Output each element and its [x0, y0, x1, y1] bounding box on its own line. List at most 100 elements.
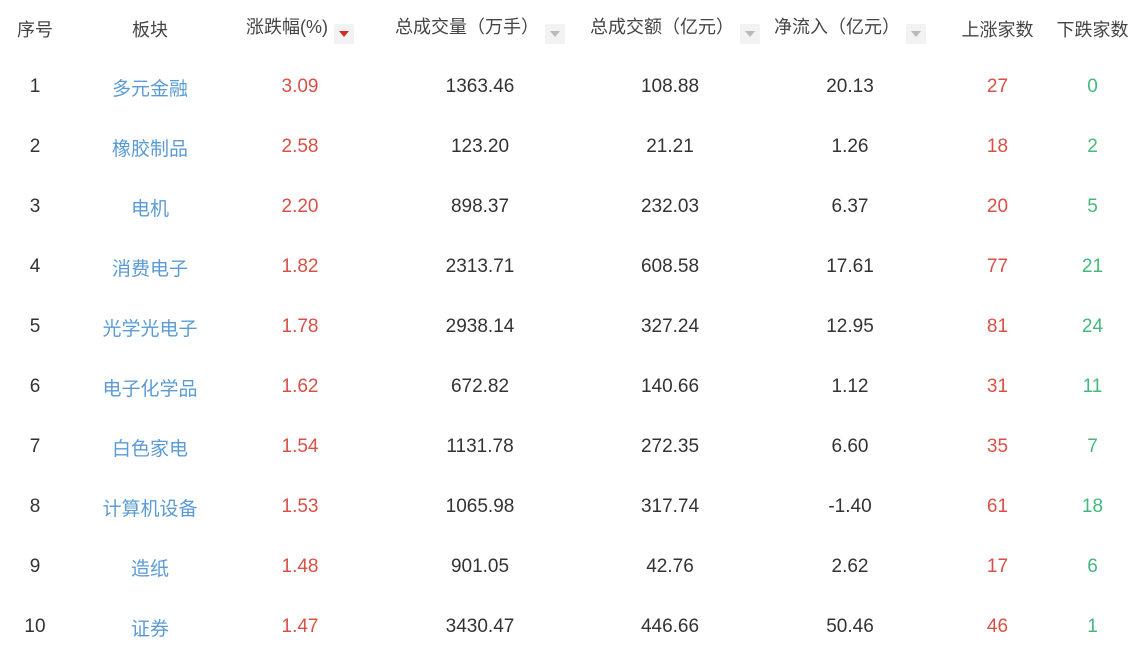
col-header-volume-label: 总成交量（万手） [395, 17, 539, 37]
table-row: 5 光学光电子 1.78 2938.14 327.24 12.95 81 24 [0, 297, 1140, 357]
sector-link-cell: 消费电子 [70, 237, 230, 297]
sector-link[interactable]: 证券 [130, 618, 169, 640]
row-index: 10 [24, 616, 46, 637]
rising-count: 18 [986, 136, 1009, 157]
sort-desc-icon[interactable] [545, 24, 565, 44]
total-volume: 901.05 [450, 556, 510, 577]
change-percent: 1.78 [281, 316, 319, 337]
col-header-up-label: 上涨家数 [961, 19, 1034, 40]
table-row: 4 消费电子 1.82 2313.71 608.58 17.61 77 21 [0, 237, 1140, 297]
sector-link-cell: 造纸 [70, 537, 230, 597]
row-index: 3 [29, 196, 41, 217]
change-percent: 2.20 [281, 196, 319, 217]
sector-link-cell: 橡胶制品 [70, 117, 230, 177]
sector-link-cell: 多元金融 [70, 57, 230, 117]
total-volume: 2938.14 [445, 316, 515, 337]
header-row: 序号 板块 涨跌幅(%) 总成交量（万手） 总成交额（亿元） 净流入（亿元） 上… [0, 0, 1140, 57]
row-index: 2 [29, 136, 41, 157]
table-row: 7 白色家电 1.54 1131.78 272.35 6.60 35 7 [0, 417, 1140, 477]
total-turnover: 108.88 [640, 76, 700, 97]
net-inflow: 6.60 [831, 436, 869, 457]
col-header-change: 涨跌幅(%) [230, 0, 370, 57]
total-turnover: 42.76 [646, 556, 694, 577]
col-header-change-label: 涨跌幅(%) [246, 17, 328, 37]
falling-count: 1 [1087, 616, 1098, 637]
sector-link[interactable]: 多元金融 [111, 78, 188, 100]
total-turnover: 232.03 [640, 196, 700, 217]
sector-link-cell: 证券 [70, 597, 230, 657]
net-inflow: 50.46 [826, 616, 874, 637]
rising-count: 81 [986, 316, 1009, 337]
net-inflow: 20.13 [826, 76, 874, 97]
col-header-sector-label: 板块 [132, 19, 168, 40]
total-volume: 1065.98 [445, 496, 515, 517]
sector-link[interactable]: 造纸 [130, 558, 169, 580]
net-inflow: 6.37 [831, 196, 869, 217]
rising-count: 77 [986, 256, 1009, 277]
row-index: 1 [29, 76, 41, 97]
falling-count: 0 [1087, 76, 1098, 97]
sector-link[interactable]: 电机 [130, 198, 169, 220]
net-inflow: -1.40 [828, 496, 872, 517]
sort-desc-active-icon[interactable] [334, 24, 354, 44]
falling-count: 6 [1087, 556, 1098, 577]
net-inflow: 12.95 [826, 316, 874, 337]
total-turnover: 327.24 [640, 316, 700, 337]
sector-link-cell: 电机 [70, 177, 230, 237]
table-row: 2 橡胶制品 2.58 123.20 21.21 1.26 18 2 [0, 117, 1140, 177]
change-percent: 1.62 [281, 376, 319, 397]
table-row: 6 电子化学品 1.62 672.82 140.66 1.12 31 11 [0, 357, 1140, 417]
table-row: 9 造纸 1.48 901.05 42.76 2.62 17 6 [0, 537, 1140, 597]
col-header-up: 上涨家数 [950, 0, 1045, 57]
falling-count: 5 [1087, 196, 1098, 217]
falling-count: 11 [1082, 376, 1103, 397]
col-header-sector: 板块 [70, 0, 230, 57]
row-index: 9 [29, 556, 41, 577]
rising-count: 27 [986, 76, 1009, 97]
total-turnover: 272.35 [640, 436, 700, 457]
col-header-down-label: 下跌家数 [1056, 19, 1129, 40]
total-volume: 3430.47 [445, 616, 515, 637]
sector-link[interactable]: 光学光电子 [102, 318, 198, 340]
total-turnover: 317.74 [640, 496, 700, 517]
rising-count: 35 [986, 436, 1009, 457]
rising-count: 20 [986, 196, 1009, 217]
table-row: 10 证券 1.47 3430.47 446.66 50.46 46 1 [0, 597, 1140, 657]
falling-count: 7 [1087, 436, 1098, 457]
row-index: 7 [29, 436, 41, 457]
col-header-turnover-label: 总成交额（亿元） [590, 17, 734, 37]
row-index: 4 [29, 256, 41, 277]
falling-count: 2 [1087, 136, 1098, 157]
net-inflow: 17.61 [826, 256, 874, 277]
sort-desc-icon[interactable] [906, 24, 926, 44]
col-header-turnover: 总成交额（亿元） [590, 0, 760, 57]
net-inflow: 2.62 [831, 556, 869, 577]
total-turnover: 608.58 [640, 256, 700, 277]
total-volume: 1131.78 [446, 436, 514, 457]
change-percent: 1.47 [281, 616, 319, 637]
sector-link[interactable]: 电子化学品 [102, 378, 198, 400]
sector-link[interactable]: 计算机设备 [102, 498, 198, 520]
change-percent: 3.09 [281, 76, 319, 97]
sector-link[interactable]: 消费电子 [111, 258, 188, 280]
sector-link[interactable]: 橡胶制品 [111, 138, 188, 160]
falling-count: 18 [1081, 496, 1104, 517]
net-inflow: 1.12 [831, 376, 869, 397]
total-volume: 672.82 [450, 376, 510, 397]
col-header-down: 下跌家数 [1045, 0, 1140, 57]
total-volume: 2313.71 [445, 256, 515, 277]
row-index: 6 [29, 376, 41, 397]
table-row: 8 计算机设备 1.53 1065.98 317.74 -1.40 61 18 [0, 477, 1140, 537]
change-percent: 1.54 [281, 436, 319, 457]
rising-count: 31 [986, 376, 1009, 397]
change-percent: 1.48 [281, 556, 319, 577]
change-percent: 1.82 [281, 256, 319, 277]
total-volume: 898.37 [450, 196, 510, 217]
sector-link[interactable]: 白色家电 [111, 438, 188, 460]
sort-desc-icon[interactable] [740, 24, 760, 44]
table-row: 1 多元金融 3.09 1363.46 108.88 20.13 27 0 [0, 57, 1140, 117]
total-turnover: 446.66 [640, 616, 700, 637]
total-turnover: 21.21 [646, 136, 694, 157]
falling-count: 24 [1081, 316, 1104, 337]
